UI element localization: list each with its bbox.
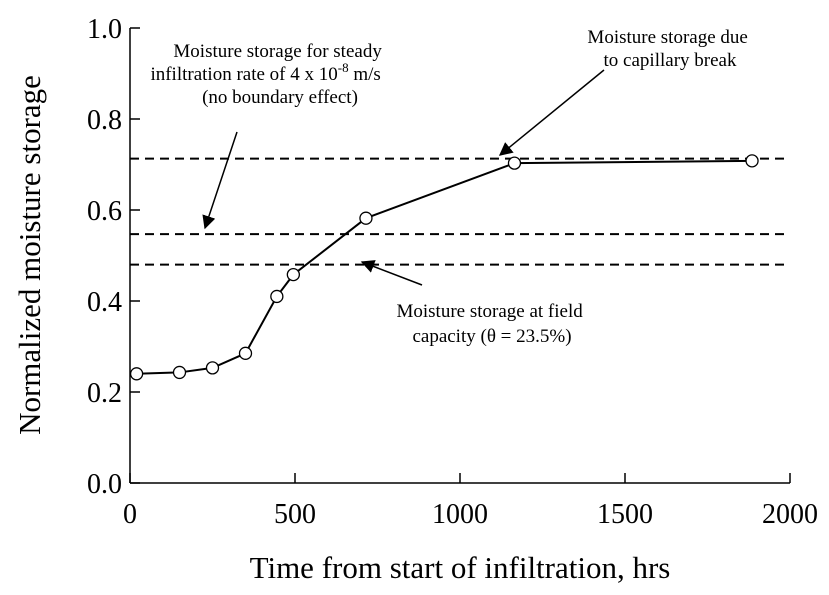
x-tick-label: 1500 xyxy=(597,499,653,530)
y-tick-label: 0.4 xyxy=(87,287,122,318)
data-point xyxy=(507,156,522,170)
arrow xyxy=(498,69,605,156)
arrow xyxy=(202,131,238,230)
annotation: Moisture storage for steady infiltration… xyxy=(150,41,386,108)
arrow xyxy=(360,260,423,286)
data-point xyxy=(270,289,284,304)
data-point xyxy=(238,346,253,360)
annotation: Moisture storage at field capacity (θ = … xyxy=(396,301,587,347)
x-axis-title: Time from start of infiltration, hrs xyxy=(250,550,671,585)
x-tick-label: 1000 xyxy=(432,499,488,530)
annotation-line: Moisture storage at field xyxy=(396,301,583,322)
annotation-line: Moisture storage due xyxy=(587,27,747,48)
annotation-superscript: -8 xyxy=(338,60,349,75)
y-tick-label: 0.2 xyxy=(87,378,122,409)
annotation-line: (no boundary effect) xyxy=(202,87,358,108)
x-tick-label: 2000 xyxy=(762,499,818,530)
annotation-line: Moisture storage for steady xyxy=(173,41,382,62)
y-tick-label: 0.6 xyxy=(87,196,122,227)
x-tick-label: 500 xyxy=(274,499,316,530)
annotation-line: capacity (θ = 23.5%) xyxy=(412,326,571,347)
data-point xyxy=(172,365,187,380)
y-axis-title: Normalized moisture storage xyxy=(12,75,47,435)
annotation-line: to capillary break xyxy=(604,50,737,71)
y-tick-label: 0.0 xyxy=(87,469,122,500)
y-tick-label: 1.0 xyxy=(87,14,122,45)
y-tick-label: 0.8 xyxy=(87,105,122,136)
x-tick-label: 0 xyxy=(123,499,137,530)
data-point xyxy=(286,267,301,282)
data-point xyxy=(359,211,373,225)
data-point xyxy=(745,154,759,168)
annotation: Moisture storage due to capillary break xyxy=(587,27,752,71)
data-point xyxy=(129,367,144,381)
annotation-line: m/s xyxy=(349,64,381,85)
annotation-line: infiltration rate of 4 x 10 xyxy=(150,64,337,85)
data-point xyxy=(205,361,220,375)
